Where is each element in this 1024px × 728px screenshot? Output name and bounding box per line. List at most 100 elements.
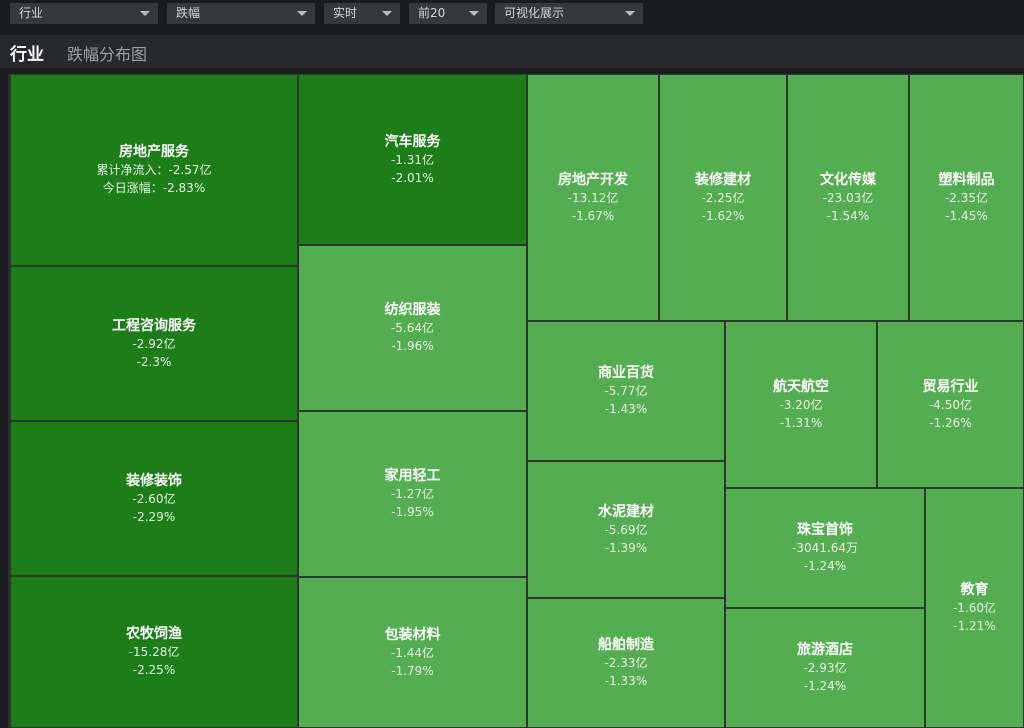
tile-change: 今日涨幅：-2.83% [102, 181, 206, 195]
tile-change: -1.24% [803, 679, 847, 693]
tile-net-inflow: -2.92亿 [132, 336, 176, 351]
treemap: 房地产服务 累计净流入：-2.57亿 今日涨幅：-2.83% 工程咨询服务 -2… [8, 74, 1024, 728]
tile-net-inflow: -3041.64万 [792, 541, 858, 555]
tile-name: 旅游酒店 [797, 642, 853, 658]
tile-change: -1.21% [953, 619, 996, 633]
panel-header: 行业 跌幅分布图 [0, 34, 1024, 68]
tile-name: 农牧饲渔 [126, 626, 182, 642]
tile-change: -2.01% [391, 170, 434, 185]
tile-net-inflow: -23.03亿 [822, 190, 874, 205]
tile-net-inflow: -2.33亿 [604, 656, 648, 670]
tile-name: 家用轻工 [384, 468, 441, 484]
tile-change: -1.31% [779, 415, 823, 430]
tile-change: -2.3% [136, 354, 172, 369]
tile-name: 包装材料 [384, 626, 441, 643]
tile-net-inflow: -1.31亿 [390, 152, 435, 167]
treemap-tile[interactable]: 航天航空 -3.20亿 -1.31% [725, 321, 877, 488]
tile-change: -1.39% [604, 540, 648, 555]
view-mode-dropdown[interactable]: 可视化展示 [495, 3, 643, 24]
treemap-tile[interactable]: 装修建材 -2.25亿 -1.62% [659, 74, 787, 321]
chevron-down-icon [297, 11, 307, 16]
tile-change: -1.62% [701, 208, 745, 223]
tile-change: -1.43% [604, 402, 648, 416]
tile-name: 文化传媒 [820, 171, 876, 188]
tile-net-inflow: -4.50亿 [928, 397, 973, 412]
treemap-tile[interactable]: 船舶制造 -2.33亿 -1.33% [527, 598, 725, 728]
period-dropdown-value: 实时 [333, 6, 358, 20]
tile-net-inflow: -5.64亿 [390, 321, 435, 335]
tile-change: -1.67% [571, 208, 615, 223]
treemap-tile[interactable]: 农牧饲渔 -15.28亿 -2.25% [10, 576, 298, 728]
tile-change: -2.25% [132, 663, 176, 677]
treemap-tile[interactable]: 塑料制品 -2.35亿 -1.45% [909, 74, 1024, 321]
tile-name: 商业百货 [598, 365, 654, 381]
treemap-tile[interactable]: 贸易行业 -4.50亿 -1.26% [877, 321, 1024, 488]
tile-name: 装修装饰 [126, 472, 182, 489]
chevron-down-icon [382, 11, 392, 16]
tile-name: 装修建材 [695, 171, 751, 188]
tile-change: -1.45% [945, 208, 988, 223]
view-mode-dropdown-value: 可视化展示 [504, 6, 565, 20]
chevron-down-icon [140, 11, 150, 16]
tile-net-inflow: -2.60亿 [132, 491, 176, 506]
tile-change: -2.29% [132, 509, 176, 524]
tile-change: -1.54% [826, 208, 870, 223]
tile-net-inflow: 累计净流入：-2.57亿 [96, 163, 212, 177]
panel-title: 行业 [10, 45, 44, 65]
treemap-tile[interactable]: 包装材料 -1.44亿 -1.79% [298, 577, 527, 728]
chevron-down-icon [625, 11, 635, 16]
treemap-tile[interactable]: 商业百货 -5.77亿 -1.43% [527, 321, 725, 461]
tile-net-inflow: -15.28亿 [128, 645, 180, 659]
treemap-tile[interactable]: 工程咨询服务 -2.92亿 -2.3% [10, 266, 298, 421]
treemap-tile[interactable]: 文化传媒 -23.03亿 -1.54% [787, 74, 909, 321]
top-n-dropdown-value: 前20 [418, 6, 446, 20]
tile-net-inflow: -13.12亿 [567, 190, 619, 205]
tile-name: 工程咨询服务 [112, 317, 196, 334]
tile-net-inflow: -2.25亿 [701, 190, 745, 205]
tile-name: 汽车服务 [384, 133, 441, 150]
tile-net-inflow: -2.35亿 [944, 190, 989, 205]
sort-dropdown[interactable]: 跌幅 [167, 3, 315, 24]
panel-subtitle: 跌幅分布图 [67, 45, 148, 64]
tile-change: -1.33% [604, 674, 648, 688]
sort-dropdown-value: 跌幅 [176, 6, 201, 20]
market-dropdown-value: 行业 [19, 6, 44, 20]
treemap-tile[interactable]: 珠宝首饰 -3041.64万 -1.24% [725, 488, 925, 608]
tile-change: -1.96% [391, 339, 434, 353]
tile-name: 贸易行业 [922, 378, 979, 395]
treemap-tile[interactable]: 水泥建材 -5.69亿 -1.39% [527, 461, 725, 598]
tile-name: 水泥建材 [598, 503, 654, 520]
tile-net-inflow: -3.20亿 [779, 397, 823, 412]
tile-net-inflow: -1.60亿 [952, 601, 997, 615]
tile-change: -1.24% [803, 559, 847, 573]
tile-name: 珠宝首饰 [797, 522, 853, 538]
tile-change: -1.95% [391, 505, 434, 519]
tile-name: 航天航空 [773, 378, 829, 395]
tile-name: 船舶制造 [598, 637, 654, 653]
filter-toolbar: 行业 跌幅 实时 前20 可视化展示 [0, 0, 1024, 34]
tile-name: 房地产开发 [558, 171, 628, 188]
tile-name: 房地产服务 [119, 144, 189, 160]
tile-net-inflow: -2.93亿 [803, 661, 847, 675]
treemap-tile[interactable]: 汽车服务 -1.31亿 -2.01% [298, 74, 527, 245]
chevron-down-icon [469, 11, 479, 16]
tile-name: 教育 [960, 582, 989, 598]
tile-change: -1.79% [391, 663, 434, 678]
tile-net-inflow: -5.77亿 [604, 384, 648, 398]
tile-name: 塑料制品 [938, 171, 995, 188]
tile-change: -1.26% [929, 415, 972, 430]
treemap-tile[interactable]: 纺织服装 -5.64亿 -1.96% [298, 245, 527, 411]
period-dropdown[interactable]: 实时 [324, 3, 400, 24]
treemap-tile[interactable]: 家用轻工 -1.27亿 -1.95% [298, 411, 527, 577]
tile-name: 纺织服装 [384, 302, 441, 318]
treemap-tile[interactable]: 旅游酒店 -2.93亿 -1.24% [725, 608, 925, 728]
tile-net-inflow: -5.69亿 [604, 522, 648, 537]
treemap-tile[interactable]: 房地产开发 -13.12亿 -1.67% [527, 74, 659, 321]
treemap-tile[interactable]: 房地产服务 累计净流入：-2.57亿 今日涨幅：-2.83% [10, 74, 298, 266]
tile-net-inflow: -1.27亿 [390, 487, 435, 501]
tile-net-inflow: -1.44亿 [390, 645, 435, 660]
market-dropdown[interactable]: 行业 [10, 3, 158, 24]
top-n-dropdown[interactable]: 前20 [409, 3, 487, 24]
treemap-tile[interactable]: 装修装饰 -2.60亿 -2.29% [10, 421, 298, 576]
treemap-tile[interactable]: 教育 -1.60亿 -1.21% [925, 488, 1024, 728]
